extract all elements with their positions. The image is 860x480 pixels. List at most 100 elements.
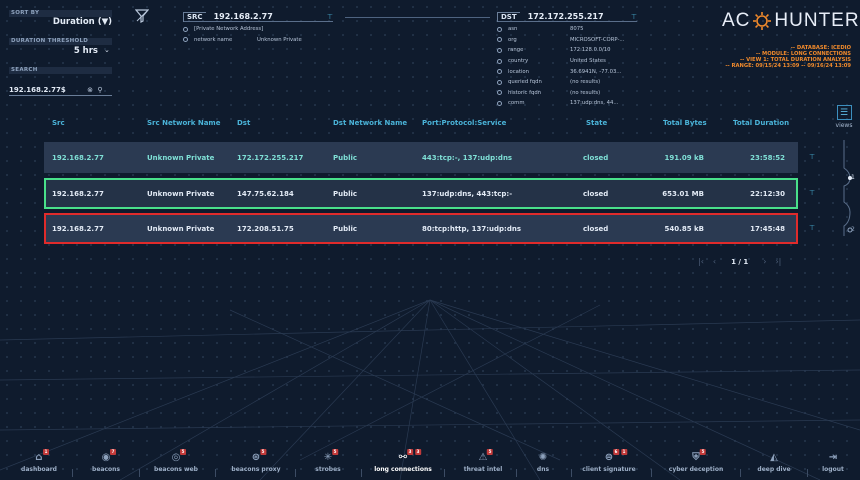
- logout-icon: ⇥: [828, 451, 838, 463]
- duration-threshold-label: DURATION THRESHOLD: [9, 38, 112, 45]
- dst-info-row: country United States: [497, 56, 637, 67]
- info-dot-icon: [497, 58, 502, 64]
- nav-dashboard[interactable]: ⌂ 1 dashboard: [21, 449, 57, 473]
- search-input[interactable]: [9, 85, 85, 94]
- first-page-icon[interactable]: |‹: [698, 257, 704, 266]
- nav-beacons[interactable]: ◉ 7 beacons: [92, 449, 120, 473]
- next-page-icon[interactable]: ›: [763, 257, 767, 266]
- bottom-nav: ⌂ 1 dashboard ◉ 7 beacons ◎ 5 beacons web ⊛…: [0, 447, 860, 480]
- last-page-icon[interactable]: ›|: [775, 257, 782, 266]
- info-dot-icon: [497, 47, 502, 53]
- view-step-2[interactable]: [847, 227, 853, 233]
- duration-threshold-select[interactable]: 5 hrs: [73, 46, 98, 56]
- info-dot-icon: [497, 37, 502, 43]
- col-header-dst-network[interactable]: Dst Network Name: [333, 119, 408, 127]
- nav-threat-intel[interactable]: ⚠ 5 threat intel: [463, 449, 503, 473]
- col-header-port-protocol[interactable]: Port:Protocol:Service: [422, 119, 507, 127]
- gear-icon: [753, 12, 772, 30]
- nav-long-connections[interactable]: ⚯ 3 3 long connections: [374, 449, 432, 473]
- row-filter-icon[interactable]: ⊤: [809, 153, 816, 161]
- nav-divider: [807, 469, 808, 477]
- col-header-total-bytes[interactable]: Total Bytes: [663, 119, 707, 127]
- table-row[interactable]: 192.168.2.77 Unknown Private 172.208.51.…: [44, 213, 798, 244]
- nav-divider: [295, 469, 296, 477]
- nav-client-signature[interactable]: ⊜ 6 1 client signature: [582, 449, 636, 473]
- view-label-2: 2: [851, 226, 855, 233]
- src-info-row: network name Unknown Private: [183, 35, 333, 46]
- info-dot-icon: [497, 90, 502, 96]
- prev-page-icon[interactable]: ‹: [712, 257, 717, 266]
- search-field: ⊗ ⚲: [9, 84, 112, 96]
- info-dot-icon: [183, 26, 188, 32]
- info-dot-icon: [497, 26, 502, 32]
- pagination: |‹ ‹ 1 / 1 › ›|: [698, 257, 781, 266]
- context-meta: -- DATABASE: ICEDIO -- MODULE: LONG CONN…: [725, 45, 851, 69]
- row-filter-icon[interactable]: ⊤: [809, 189, 816, 197]
- divider: [345, 17, 490, 18]
- src-info-row: [Private Network Address]: [183, 24, 333, 35]
- connections-icon: ⚯ 3 3: [398, 449, 421, 463]
- table-row[interactable]: 192.168.2.77 Unknown Private 172.172.255…: [44, 142, 798, 173]
- nav-divider: [740, 469, 741, 477]
- fingerprint-icon: ⊜ 6 1: [604, 449, 627, 463]
- chevron-down-icon[interactable]: ⌄: [104, 46, 110, 54]
- page-indicator: 1 / 1: [731, 257, 749, 266]
- sort-by-label: SORT BY: [9, 10, 112, 17]
- home-icon: ⌂ 1: [35, 449, 49, 463]
- ac-hunter-logo: AC HUNTER: [722, 10, 860, 31]
- nav-logout[interactable]: ⇥ logout: [822, 451, 844, 474]
- dst-info-row: location 36.6941N, -77.03...: [497, 66, 637, 77]
- background-grid: [0, 299, 860, 480]
- proxy-beacon-icon: ⊛ 5: [251, 449, 266, 463]
- warning-icon: ⚠ 5: [478, 449, 493, 463]
- dst-info-row: range 172.128.0.0/10: [497, 45, 637, 56]
- nav-divider: [571, 469, 572, 477]
- info-dot-icon: [497, 79, 502, 85]
- signal-icon: ◉ 7: [101, 449, 116, 463]
- view-step-1[interactable]: [848, 176, 852, 180]
- info-dot-icon: [497, 69, 502, 75]
- dns-icon: ✺: [538, 451, 548, 463]
- src-filter-icon[interactable]: ⊤: [326, 12, 333, 21]
- search-icon[interactable]: ⚲: [97, 85, 103, 94]
- nav-deep-dive[interactable]: ◭ deep dive: [757, 451, 791, 474]
- nav-strobes[interactable]: ✳ 5 strobes: [315, 449, 341, 473]
- col-header-src[interactable]: Src: [52, 119, 65, 127]
- dst-info-row: org MICROSOFT-CORP-...: [497, 35, 637, 46]
- dst-info-row: queried fqdn (no results): [497, 77, 637, 88]
- strobe-icon: ✳ 5: [323, 449, 338, 463]
- sail-icon: ◭: [770, 451, 778, 463]
- dst-panel: DST 172.172.255.217 ⊤ asn 8075 org MICROSO…: [497, 11, 637, 109]
- col-header-state[interactable]: State: [586, 119, 608, 127]
- nav-divider: [361, 469, 362, 477]
- search-label: SEARCH: [9, 67, 112, 74]
- dst-tag: DST: [497, 11, 520, 22]
- row-filter-icon[interactable]: ⊤: [809, 224, 816, 232]
- nav-divider: [516, 469, 517, 477]
- filter-icon[interactable]: [134, 8, 150, 27]
- src-ip[interactable]: 192.168.2.77: [213, 12, 273, 21]
- col-header-dst[interactable]: Dst: [237, 119, 251, 127]
- nav-cyber-deception[interactable]: ⛨ 5 cyber deception: [668, 449, 724, 473]
- nav-beacons-proxy[interactable]: ⊛ 5 beacons proxy: [231, 449, 281, 473]
- list-icon: ☰: [836, 105, 852, 120]
- col-header-src-network[interactable]: Src Network Name: [147, 119, 221, 127]
- table-row[interactable]: 192.168.2.77 Unknown Private 147.75.62.1…: [44, 178, 798, 209]
- info-dot-icon: [183, 37, 188, 43]
- nav-divider: [651, 469, 652, 477]
- dst-info-row: historic fqdn (no results): [497, 88, 637, 99]
- nav-divider: [215, 469, 216, 477]
- sort-by-select[interactable]: Duration (▼): [52, 17, 112, 27]
- dst-filter-icon[interactable]: ⊤: [630, 12, 637, 21]
- view-timeline: [838, 140, 856, 236]
- col-header-total-duration[interactable]: Total Duration: [733, 119, 790, 127]
- nav-divider: [444, 469, 445, 477]
- views-button[interactable]: ☰ views: [834, 105, 854, 129]
- nav-beacons-web[interactable]: ◎ 5 beacons web: [154, 449, 198, 473]
- dst-ip[interactable]: 172.172.255.217: [527, 12, 604, 21]
- shield-icon: ⛨ 5: [692, 449, 706, 463]
- dst-info-row: comm 137:udp:dns, 44...: [497, 98, 637, 109]
- nav-dns[interactable]: ✺ dns: [536, 451, 550, 474]
- nav-divider: [72, 469, 73, 477]
- clear-icon[interactable]: ⊗: [87, 85, 93, 94]
